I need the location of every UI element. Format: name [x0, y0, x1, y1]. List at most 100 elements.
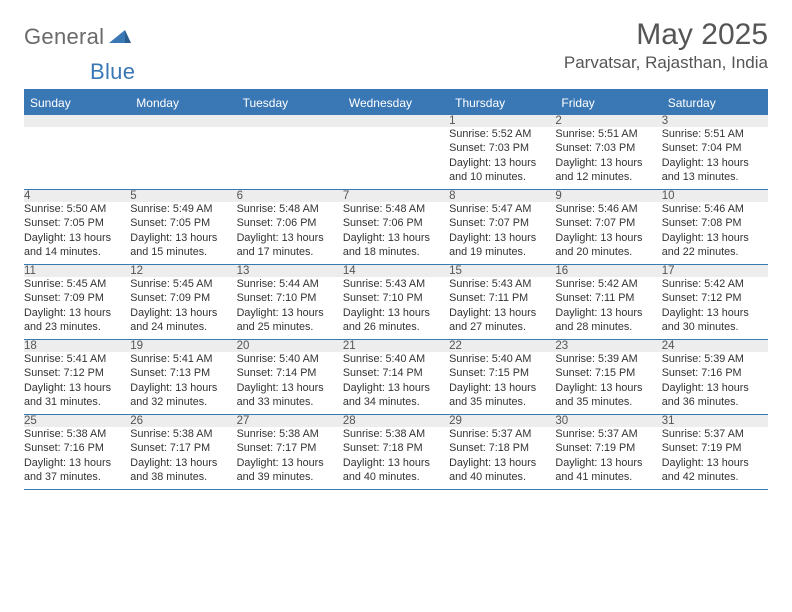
day-number: 10	[662, 190, 675, 202]
sunrise-text: Sunrise: 5:37 AM	[555, 427, 661, 441]
day-number: 23	[555, 340, 568, 352]
day-number: 2	[555, 115, 561, 127]
day-number-cell	[130, 115, 236, 127]
day-details-cell: Sunrise: 5:48 AMSunset: 7:06 PMDaylight:…	[237, 202, 343, 265]
calendar-table: Sunday Monday Tuesday Wednesday Thursday…	[24, 91, 768, 490]
day-details-cell: Sunrise: 5:38 AMSunset: 7:17 PMDaylight:…	[130, 427, 236, 490]
day2-text: and 35 minutes.	[449, 395, 555, 409]
day-details-cell: Sunrise: 5:46 AMSunset: 7:07 PMDaylight:…	[555, 202, 661, 265]
sunset-text: Sunset: 7:03 PM	[555, 141, 661, 155]
day2-text: and 39 minutes.	[237, 470, 343, 484]
day-number-cell: 6	[237, 190, 343, 203]
day-number-cell: 3	[662, 115, 768, 127]
day2-text: and 19 minutes.	[449, 245, 555, 259]
day-number: 17	[662, 265, 675, 277]
day-number-cell: 14	[343, 265, 449, 278]
day-number-cell: 26	[130, 415, 236, 428]
day2-text: and 17 minutes.	[237, 245, 343, 259]
title-block: May 2025 Parvatsar, Rajasthan, India	[564, 18, 768, 73]
day1-text: Daylight: 13 hours	[449, 231, 555, 245]
sunrise-text: Sunrise: 5:42 AM	[555, 277, 661, 291]
sunset-text: Sunset: 7:06 PM	[343, 216, 449, 230]
day-details-cell: Sunrise: 5:43 AMSunset: 7:11 PMDaylight:…	[449, 277, 555, 340]
day-number-cell: 1	[449, 115, 555, 127]
day-details-cell	[343, 127, 449, 190]
sunset-text: Sunset: 7:17 PM	[130, 441, 236, 455]
sunset-text: Sunset: 7:10 PM	[343, 291, 449, 305]
day-number: 21	[343, 340, 356, 352]
day1-text: Daylight: 13 hours	[130, 231, 236, 245]
day-number: 3	[662, 115, 668, 127]
sunrise-text: Sunrise: 5:38 AM	[237, 427, 343, 441]
day-details-cell: Sunrise: 5:42 AMSunset: 7:12 PMDaylight:…	[662, 277, 768, 340]
day-number-cell: 22	[449, 340, 555, 353]
day1-text: Daylight: 13 hours	[237, 381, 343, 395]
logo-text-general: General	[24, 24, 104, 50]
sunset-text: Sunset: 7:14 PM	[343, 366, 449, 380]
day-details-cell: Sunrise: 5:37 AMSunset: 7:19 PMDaylight:…	[555, 427, 661, 490]
sunset-text: Sunset: 7:15 PM	[555, 366, 661, 380]
sunrise-text: Sunrise: 5:37 AM	[662, 427, 768, 441]
day1-text: Daylight: 13 hours	[237, 306, 343, 320]
day-number-row: 45678910	[24, 190, 768, 203]
sunset-text: Sunset: 7:09 PM	[130, 291, 236, 305]
day-number: 5	[130, 190, 136, 202]
sunset-text: Sunset: 7:04 PM	[662, 141, 768, 155]
day-number: 31	[662, 415, 675, 427]
day1-text: Daylight: 13 hours	[24, 231, 130, 245]
day2-text: and 37 minutes.	[24, 470, 130, 484]
day-number-cell: 9	[555, 190, 661, 203]
sunset-text: Sunset: 7:11 PM	[449, 291, 555, 305]
day-details-cell: Sunrise: 5:37 AMSunset: 7:18 PMDaylight:…	[449, 427, 555, 490]
sunset-text: Sunset: 7:07 PM	[449, 216, 555, 230]
day2-text: and 35 minutes.	[555, 395, 661, 409]
sunrise-text: Sunrise: 5:51 AM	[662, 127, 768, 141]
day-number: 11	[24, 265, 36, 277]
day1-text: Daylight: 13 hours	[662, 381, 768, 395]
day-number-cell: 5	[130, 190, 236, 203]
day1-text: Daylight: 13 hours	[449, 456, 555, 470]
day2-text: and 40 minutes.	[449, 470, 555, 484]
day1-text: Daylight: 13 hours	[130, 381, 236, 395]
day-details-cell: Sunrise: 5:39 AMSunset: 7:16 PMDaylight:…	[662, 352, 768, 415]
day2-text: and 24 minutes.	[130, 320, 236, 334]
day-number-cell: 19	[130, 340, 236, 353]
sunrise-text: Sunrise: 5:38 AM	[24, 427, 130, 441]
sunset-text: Sunset: 7:07 PM	[555, 216, 661, 230]
weekday-header: Sunday	[24, 91, 130, 115]
sunrise-text: Sunrise: 5:41 AM	[24, 352, 130, 366]
sunset-text: Sunset: 7:19 PM	[555, 441, 661, 455]
day1-text: Daylight: 13 hours	[237, 231, 343, 245]
day-number-cell: 4	[24, 190, 130, 203]
sunrise-text: Sunrise: 5:41 AM	[130, 352, 236, 366]
day-number: 15	[449, 265, 462, 277]
day-number: 8	[449, 190, 455, 202]
day-details-cell: Sunrise: 5:49 AMSunset: 7:05 PMDaylight:…	[130, 202, 236, 265]
day1-text: Daylight: 13 hours	[555, 456, 661, 470]
sunrise-text: Sunrise: 5:42 AM	[662, 277, 768, 291]
day-number-cell: 30	[555, 415, 661, 428]
day2-text: and 33 minutes.	[237, 395, 343, 409]
day2-text: and 38 minutes.	[130, 470, 236, 484]
sunrise-text: Sunrise: 5:40 AM	[343, 352, 449, 366]
sunset-text: Sunset: 7:18 PM	[449, 441, 555, 455]
day2-text: and 10 minutes.	[449, 170, 555, 184]
day2-text: and 25 minutes.	[237, 320, 343, 334]
weekday-header: Thursday	[449, 91, 555, 115]
day-details-cell: Sunrise: 5:52 AMSunset: 7:03 PMDaylight:…	[449, 127, 555, 190]
day2-text: and 32 minutes.	[130, 395, 236, 409]
sunrise-text: Sunrise: 5:40 AM	[237, 352, 343, 366]
day2-text: and 18 minutes.	[343, 245, 449, 259]
day1-text: Daylight: 13 hours	[449, 381, 555, 395]
day-number: 14	[343, 265, 356, 277]
day-number-cell: 12	[130, 265, 236, 278]
day-details-cell: Sunrise: 5:47 AMSunset: 7:07 PMDaylight:…	[449, 202, 555, 265]
sunset-text: Sunset: 7:13 PM	[130, 366, 236, 380]
day-number-row: 18192021222324	[24, 340, 768, 353]
day1-text: Daylight: 13 hours	[237, 456, 343, 470]
day1-text: Daylight: 13 hours	[24, 456, 130, 470]
day-number-cell: 13	[237, 265, 343, 278]
day-number-cell	[343, 115, 449, 127]
day2-text: and 31 minutes.	[24, 395, 130, 409]
day1-text: Daylight: 13 hours	[662, 156, 768, 170]
